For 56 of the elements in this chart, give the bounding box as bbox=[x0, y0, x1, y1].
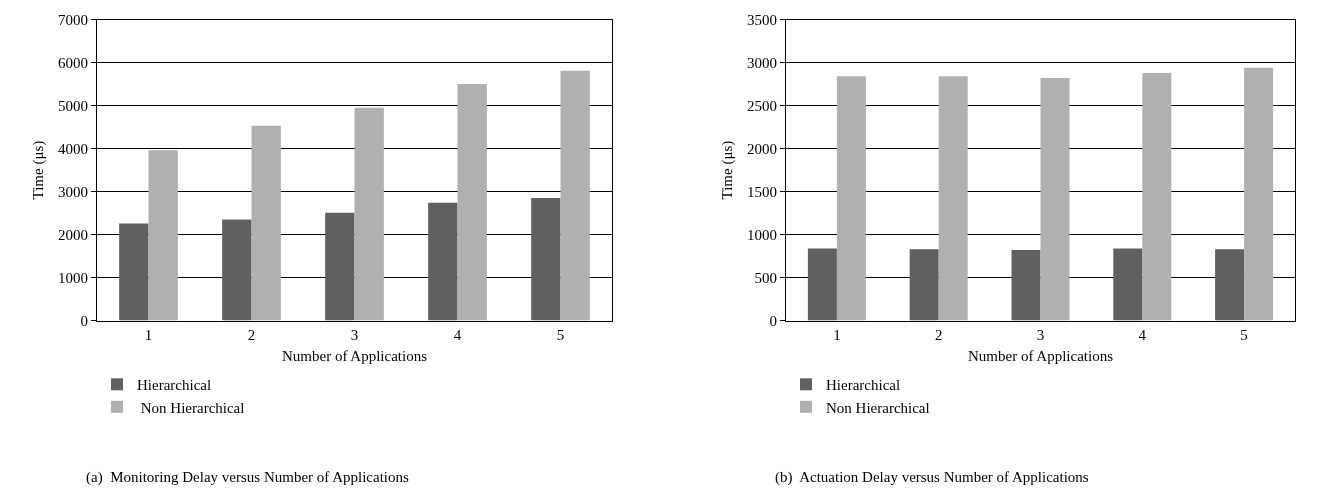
y-tick-label: 1000 bbox=[58, 269, 88, 286]
y-tick-label: 6000 bbox=[58, 54, 88, 71]
y-tick-label: 2000 bbox=[747, 140, 777, 157]
bar bbox=[457, 84, 487, 321]
bar bbox=[909, 249, 939, 321]
bar bbox=[222, 219, 252, 321]
y-tick-label: 2500 bbox=[747, 97, 777, 114]
x-tick-label: 4 bbox=[1138, 326, 1147, 343]
bar bbox=[1040, 78, 1070, 321]
x-tick-label: 5 bbox=[556, 326, 565, 343]
y-tick-label: 4000 bbox=[58, 140, 88, 157]
y-tick-label: 500 bbox=[754, 269, 777, 286]
bar bbox=[1142, 72, 1172, 321]
bar bbox=[807, 248, 837, 321]
y-tick-label: 2000 bbox=[58, 226, 88, 243]
text: (a) Monitoring Delay versus Number of Applications bbox=[86, 469, 410, 486]
x-tick-label: 1 bbox=[833, 326, 841, 343]
bar bbox=[531, 198, 561, 321]
y-tick-label: 0 bbox=[769, 312, 777, 329]
x-tick-label: 1 bbox=[144, 326, 153, 343]
bar bbox=[938, 76, 968, 321]
x-axis-title: Number of Applications bbox=[282, 347, 428, 364]
bar bbox=[428, 202, 458, 321]
y-tick-label: 3000 bbox=[747, 54, 777, 71]
bar bbox=[1244, 67, 1274, 321]
bar bbox=[251, 125, 281, 321]
x-tick-label: 2 bbox=[934, 326, 943, 343]
y-tick-label: 0 bbox=[80, 312, 88, 329]
x-tick-label: 4 bbox=[453, 326, 462, 343]
bar bbox=[1215, 249, 1245, 321]
y-tick-label: 3500 bbox=[747, 11, 777, 28]
legend-label: Non Hierarchical bbox=[826, 399, 930, 416]
y-axis-title: Time (μs) bbox=[30, 140, 48, 200]
bar bbox=[560, 70, 590, 321]
y-tick-label: 7000 bbox=[58, 11, 88, 28]
bar bbox=[325, 212, 355, 321]
legend-label: Hierarchical bbox=[137, 377, 212, 394]
y-tick-label: 1000 bbox=[747, 226, 777, 243]
x-tick-label: 3 bbox=[1036, 326, 1045, 343]
y-tick-label: 5000 bbox=[58, 97, 88, 114]
text: (b) Actuation Delay versus Number of Applications bbox=[775, 469, 1089, 486]
legend-label: Non Hierarchical bbox=[137, 399, 245, 416]
y-tick-label: 1500 bbox=[747, 183, 777, 200]
y-axis-title: Time (μs) bbox=[719, 140, 737, 200]
bar bbox=[119, 223, 149, 321]
x-axis-title: Number of Applications bbox=[968, 347, 1114, 364]
x-tick-label: 3 bbox=[350, 326, 359, 343]
x-tick-label: 5 bbox=[1240, 326, 1248, 343]
legend-label: Hierarchical bbox=[826, 377, 901, 394]
bar bbox=[148, 150, 178, 321]
x-tick-label: 2 bbox=[247, 326, 256, 343]
bar bbox=[1011, 250, 1041, 321]
y-tick-label: 3000 bbox=[58, 183, 88, 200]
bar bbox=[836, 76, 866, 321]
bar bbox=[1113, 248, 1143, 321]
bar bbox=[354, 107, 384, 321]
